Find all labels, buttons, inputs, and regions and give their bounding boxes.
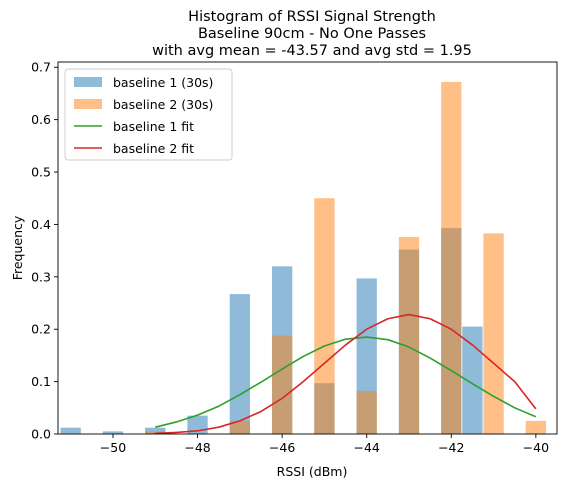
legend-label-baseline-2: baseline 2 (30s) xyxy=(113,97,213,112)
bar-baseline-2-30s-2 xyxy=(271,335,293,434)
legend-label-baseline-1-fit: baseline 1 fit xyxy=(113,119,194,134)
x-axis-label: RSSI (dBm) xyxy=(277,464,348,479)
x-tick-label: −42 xyxy=(438,440,464,455)
y-tick-label: 0.5 xyxy=(31,165,51,180)
bar-baseline-2-30s-3 xyxy=(314,198,335,434)
y-tick-label: 0.6 xyxy=(31,112,51,127)
chart-title-line-2: Baseline 90cm - No One Passes xyxy=(198,26,426,42)
bar-baseline-1-30s-2 xyxy=(145,427,166,434)
x-tick-label: −44 xyxy=(354,440,380,455)
fit-lines xyxy=(155,313,537,435)
y-axis-label: Frequency xyxy=(10,215,25,280)
x-tick-label: −40 xyxy=(523,440,549,455)
bar-baseline-1-30s-1 xyxy=(102,431,124,434)
legend-label-baseline-2-fit: baseline 2 fit xyxy=(113,141,194,156)
y-tick-label: 0.2 xyxy=(31,322,51,337)
bar-baseline-2-30s-4 xyxy=(356,391,377,434)
y-tick-label: 0.7 xyxy=(31,60,51,75)
legend-label-baseline-1: baseline 1 (30s) xyxy=(113,75,213,90)
y-tick-label: 0.0 xyxy=(31,427,51,442)
y-tick-label: 0.3 xyxy=(31,269,51,284)
line-baseline-2-fit xyxy=(155,313,537,435)
y-tick-label: 0.4 xyxy=(31,217,51,232)
bar-baseline-2-30s-5 xyxy=(398,237,420,434)
bar-marks xyxy=(60,81,547,434)
bar-baseline-1-30s-4 xyxy=(229,294,250,434)
bar-baseline-2-30s-8 xyxy=(525,420,547,434)
bar-baseline-2-30s-1 xyxy=(229,420,250,434)
plot-frame xyxy=(57,61,558,435)
chart-title-line-3: with avg mean = -43.57 and avg std = 1.9… xyxy=(152,43,472,59)
legend-swatch-baseline-2 xyxy=(74,99,102,109)
chart-title-line-1: Histogram of RSSI Signal Strength xyxy=(188,9,436,25)
x-tick-label: −48 xyxy=(184,440,210,455)
line-baseline-1-fit xyxy=(155,336,537,428)
legend-box xyxy=(64,68,233,161)
bar-baseline-2-30s-6 xyxy=(441,81,462,434)
y-tick-label: 0.1 xyxy=(31,374,51,389)
legend-swatch-baseline-1 xyxy=(74,77,102,87)
legend: baseline 1 (30s) baseline 2 (30s) baseli… xyxy=(64,68,233,161)
x-tick-label: −50 xyxy=(100,440,126,455)
bar-baseline-1-30s-0 xyxy=(60,427,81,434)
x-tick-label: −46 xyxy=(269,440,295,455)
axis-ticks: −50 −48 −46 −44 −42 −40 0.0 0.1 0.2 0.3 0.4 0.5 0.6 0… xyxy=(31,60,549,455)
bar-baseline-2-30s-7 xyxy=(483,233,504,434)
bar-baseline-1-30s-10 xyxy=(462,326,483,434)
